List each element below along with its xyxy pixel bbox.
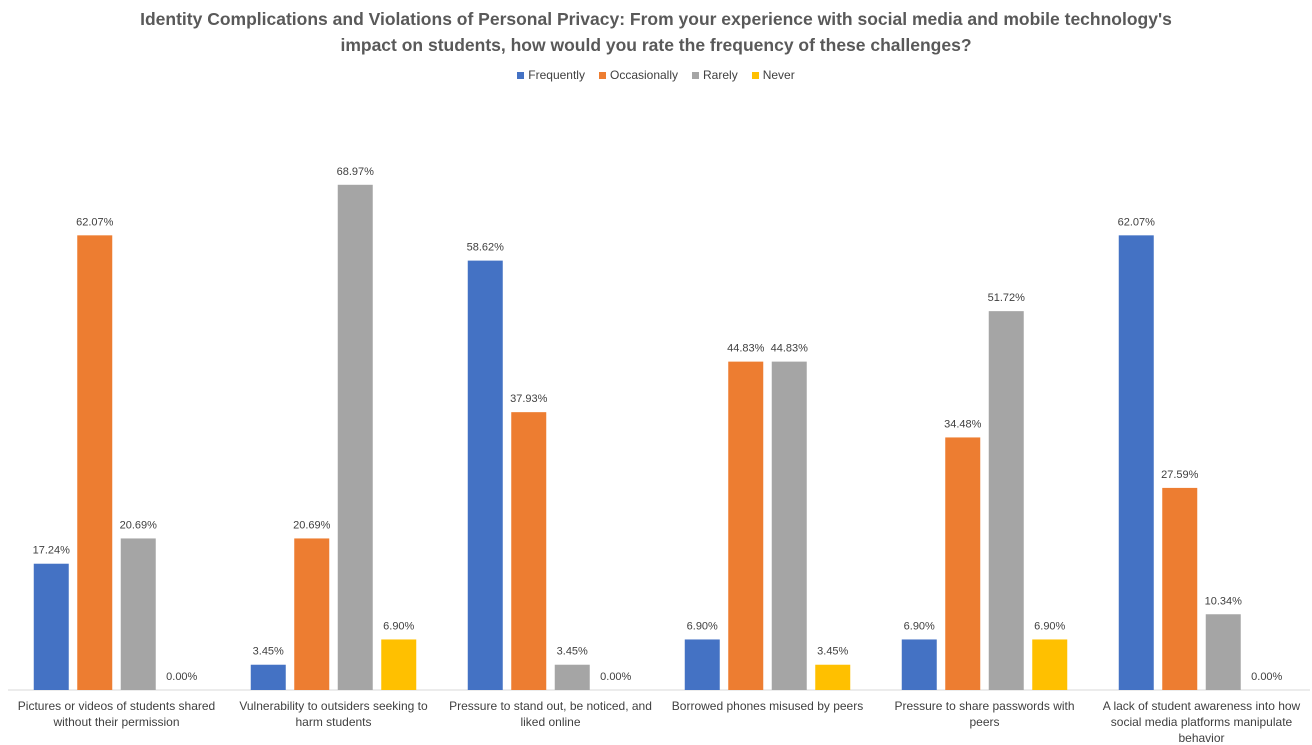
- x-tick-label: A lack of student awareness into how soc…: [1102, 699, 1301, 745]
- bar: [467, 260, 503, 690]
- bar: [901, 639, 937, 690]
- data-label: 0.00%: [1251, 671, 1282, 683]
- data-label: 62.07%: [1118, 216, 1156, 228]
- x-tick-label: Pictures or videos of students shared wi…: [17, 699, 216, 729]
- bar: [771, 361, 807, 690]
- legend-item: Never: [751, 68, 795, 82]
- x-tick-label: Vulnerability to outsiders seeking to ha…: [239, 699, 428, 729]
- x-tick-label: Pressure to stand out, be noticed, and l…: [449, 699, 652, 729]
- bar: [381, 639, 417, 690]
- data-label: 51.72%: [988, 292, 1026, 304]
- bar: [77, 235, 113, 690]
- data-label: 62.07%: [76, 216, 114, 228]
- legend-item: Occasionally: [598, 68, 679, 82]
- bar: [1205, 614, 1241, 690]
- legend-item: Rarely: [692, 68, 738, 82]
- bar: [728, 361, 764, 690]
- bar: [684, 639, 720, 690]
- bar: [511, 412, 547, 690]
- data-label: 17.24%: [33, 545, 71, 557]
- legend-label: Never: [762, 68, 795, 82]
- legend-swatch: [692, 71, 700, 79]
- bar: [294, 538, 330, 690]
- legend: Frequently Occasionally Rarely Never: [0, 68, 1312, 82]
- data-label: 20.69%: [120, 519, 158, 531]
- legend-item: Frequently: [517, 68, 585, 82]
- data-label: 6.90%: [383, 620, 414, 632]
- chart-title: Identity Complications and Violations of…: [140, 9, 1172, 55]
- legend-label: Frequently: [528, 68, 585, 82]
- x-tick-label: Borrowed phones misused by peers: [671, 699, 864, 713]
- data-label: 44.83%: [771, 343, 809, 355]
- legend-label: Rarely: [703, 68, 738, 82]
- bar: [33, 563, 69, 690]
- bar: [1032, 639, 1068, 690]
- data-label: 3.45%: [557, 646, 588, 658]
- legend-label: Occasionally: [609, 68, 679, 82]
- bar: [945, 437, 981, 690]
- data-label: 3.45%: [817, 646, 848, 658]
- data-label: 27.59%: [1161, 469, 1199, 481]
- data-label: 10.34%: [1205, 595, 1243, 607]
- data-label: 20.69%: [293, 519, 331, 531]
- legend-swatch: [751, 71, 759, 79]
- legend-swatch: [598, 71, 606, 79]
- data-label: 0.00%: [600, 671, 631, 683]
- bar: [337, 184, 373, 691]
- data-label: 0.00%: [166, 671, 197, 683]
- data-label: 6.90%: [1034, 620, 1065, 632]
- bar: [1162, 487, 1198, 690]
- bar: [1118, 235, 1154, 690]
- bar: [554, 664, 590, 690]
- bar: [988, 311, 1024, 690]
- data-label: 44.83%: [727, 343, 765, 355]
- data-label: 6.90%: [904, 620, 935, 632]
- bar: [815, 664, 851, 690]
- legend-swatch: [517, 71, 525, 79]
- data-label: 37.93%: [510, 393, 548, 405]
- data-label: 68.97%: [337, 166, 375, 178]
- bar: [250, 664, 286, 690]
- bar: [120, 538, 156, 690]
- data-label: 34.48%: [944, 418, 982, 430]
- data-label: 3.45%: [253, 646, 284, 658]
- data-label: 58.62%: [467, 242, 505, 254]
- x-tick-label: Pressure to share passwords with peers: [894, 699, 1075, 729]
- data-label: 6.90%: [687, 620, 718, 632]
